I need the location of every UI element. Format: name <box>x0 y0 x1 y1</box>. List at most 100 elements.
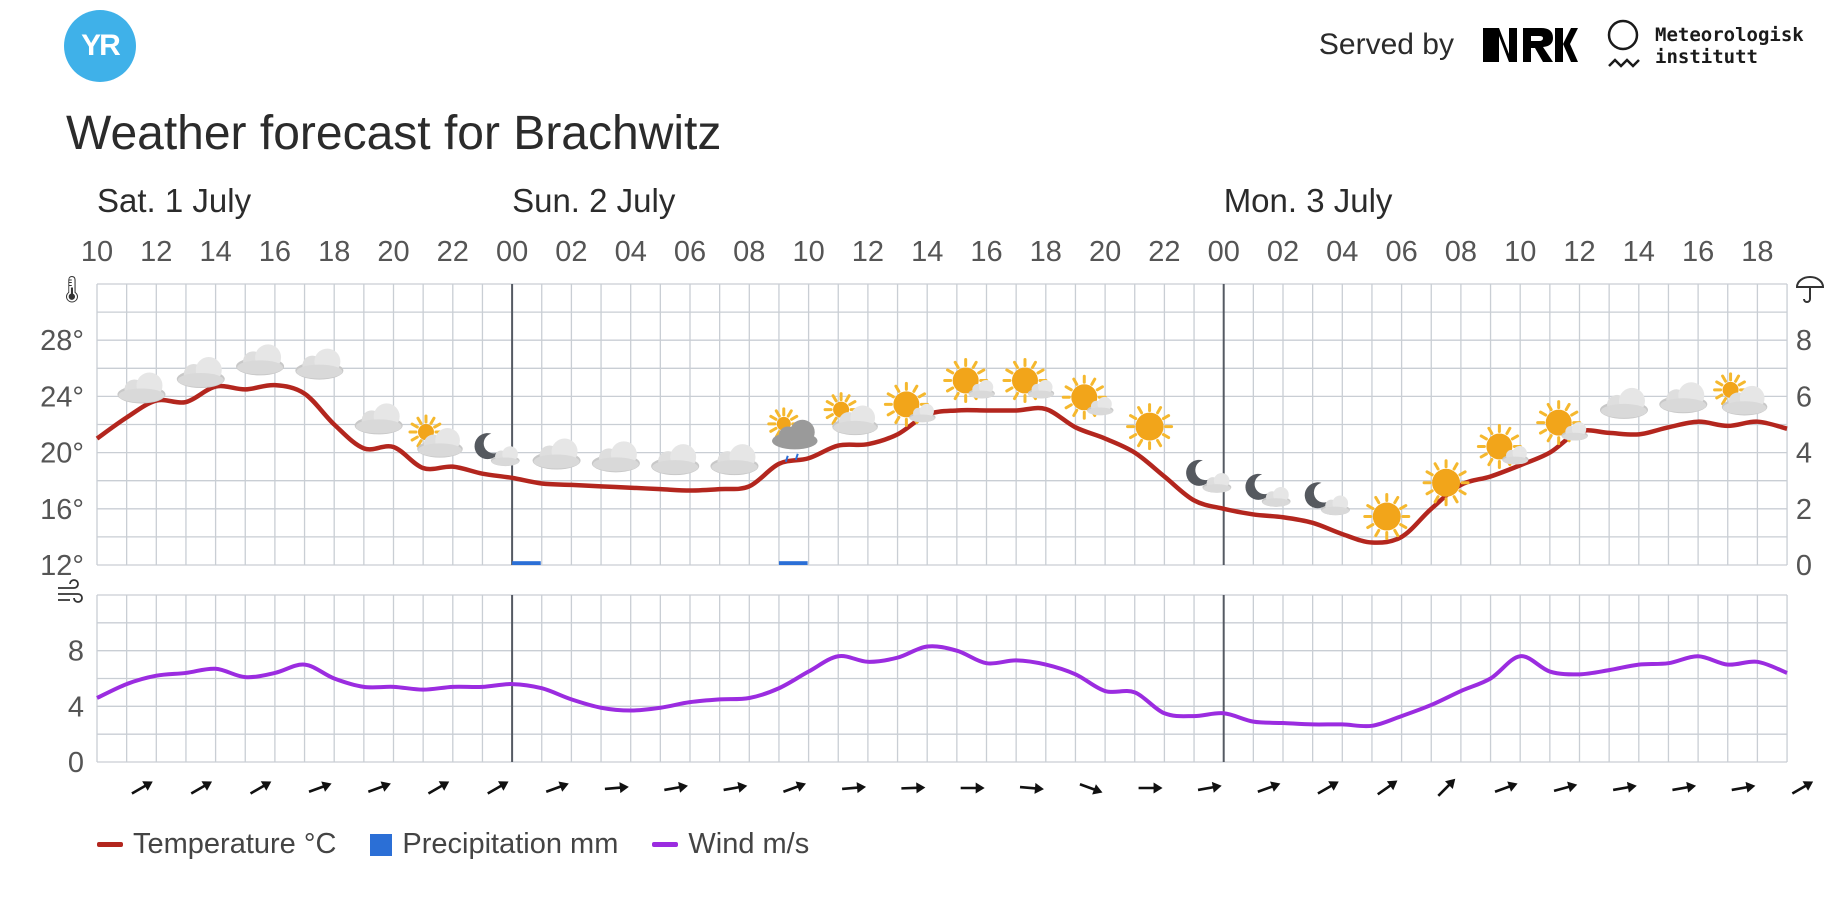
small-cloud-icon <box>1502 446 1529 465</box>
wind-direction-arrow <box>960 782 985 794</box>
hour-tick-label: 16 <box>259 236 291 268</box>
wind-line <box>96 644 1788 729</box>
wind-direction-arrow <box>1672 781 1697 793</box>
hour-tick-label: 02 <box>555 236 587 268</box>
partly-cloudy-night-icon <box>1304 482 1330 509</box>
wind-direction-arrow <box>1437 778 1456 797</box>
clear-sky-icon <box>1422 459 1470 507</box>
wind-direction-arrow <box>1612 781 1637 793</box>
wind-direction-arrow <box>842 782 867 794</box>
hour-tick-label: 20 <box>1089 236 1121 268</box>
clear-sky-icon <box>1363 493 1411 541</box>
temperature-tick-label: 20° <box>40 438 84 470</box>
precipitation-bar <box>778 561 808 565</box>
precipitation-tick-label: 4 <box>1796 438 1812 470</box>
wind-direction-arrow <box>427 781 450 795</box>
cloudy-icon <box>295 348 344 380</box>
wind-direction-arrow <box>190 781 213 795</box>
small-cloud-icon <box>490 446 520 467</box>
wind-direction-arrow <box>1019 782 1044 794</box>
wind-direction-arrow <box>1197 781 1222 793</box>
rain-cloud-icon <box>771 419 818 450</box>
precipitation-tick-label: 2 <box>1796 494 1812 526</box>
wind-direction-arrow <box>249 781 272 795</box>
temperature-tick-label: 12° <box>40 550 84 582</box>
wind-direction-arrow <box>1079 783 1103 795</box>
day-label: Mon. 3 July <box>1224 182 1393 219</box>
small-cloud-icon <box>909 403 936 423</box>
precipitation-tick-label: 0 <box>1796 550 1812 582</box>
small-cloud-icon <box>1261 487 1291 507</box>
cloudy-icon <box>532 438 581 470</box>
wind-direction-arrow <box>1138 782 1163 794</box>
cloud-icon <box>1721 385 1768 416</box>
yr-logo[interactable]: YR <box>64 10 136 82</box>
hour-tick-label: 18 <box>1030 236 1062 268</box>
cloudy-icon <box>651 444 700 476</box>
hour-tick-label: 12 <box>1563 236 1595 268</box>
day-label: Sun. 2 July <box>512 182 676 219</box>
hour-tick-label: 04 <box>1326 236 1358 268</box>
hour-tick-label: 12 <box>140 236 172 268</box>
hour-tick-label: 14 <box>199 236 231 268</box>
wind-direction-arrow <box>1257 781 1281 793</box>
wind-tick-label: 8 <box>68 636 84 668</box>
hour-tick-label: 16 <box>970 236 1002 268</box>
nrk-logo[interactable] <box>1483 26 1578 64</box>
clear-sky-icon <box>1126 403 1174 451</box>
yr-logo-text: YR <box>81 29 121 62</box>
hour-tick-label: 04 <box>615 236 647 268</box>
partly-cloudy-night-icon <box>474 433 500 460</box>
legend-temperature[interactable]: Temperature °C <box>97 828 336 861</box>
forecast-chart: Sat. 1 July Sun. 2 July Mon. 3 July 10 12 14 1… <box>40 182 1825 797</box>
cloudy-icon <box>591 441 640 473</box>
met-logo-icon <box>1607 19 1640 68</box>
small-cloud-icon <box>1087 396 1114 416</box>
legend-wind-label: Wind m/s <box>688 828 810 860</box>
wind-direction-arrow <box>1377 780 1398 796</box>
light-rain-showers-icon <box>767 407 801 463</box>
legend-wind[interactable]: Wind m/s <box>652 828 809 861</box>
wind-direction-arrow <box>1731 781 1756 793</box>
small-cloud-icon <box>1561 422 1588 441</box>
hour-tick-label: 02 <box>1267 236 1299 268</box>
met-line2: institutt <box>1655 46 1758 68</box>
wind-direction-arrow <box>604 782 629 794</box>
small-cloud-icon <box>1202 472 1232 493</box>
small-cloud-icon <box>1321 495 1350 516</box>
day-label: Sat. 1 July <box>97 182 252 219</box>
hour-tick-label: 12 <box>852 236 884 268</box>
legend-wind-swatch <box>652 842 679 847</box>
served-by-label: Served by <box>1318 28 1454 61</box>
hour-tick-label: 18 <box>1741 236 1773 268</box>
wind-direction-arrow <box>782 781 806 793</box>
wind-direction-arrow <box>1791 781 1814 795</box>
wind-direction-arrow <box>487 781 509 795</box>
wind-direction-arrow <box>1494 781 1518 793</box>
cloud-icon <box>417 428 463 458</box>
legend-precipitation[interactable]: Precipitation mm <box>370 828 618 861</box>
hour-tick-label: 08 <box>1445 236 1477 268</box>
hour-tick-label: 14 <box>1623 236 1655 268</box>
hour-tick-label: 22 <box>1148 236 1180 268</box>
thermometer-icon: 🌡 <box>55 274 88 304</box>
temperature-tick-label: 16° <box>40 494 84 526</box>
wind-tick-label: 0 <box>68 747 84 779</box>
wind-direction-arrow <box>308 781 332 793</box>
hour-tick-label: 10 <box>792 236 824 268</box>
hour-tick-label: 10 <box>81 236 113 268</box>
hour-tick-label: 20 <box>377 236 409 268</box>
hour-tick-label: 06 <box>1385 236 1417 268</box>
cloudy-icon <box>1659 382 1708 414</box>
temperature-line <box>95 382 1788 545</box>
wind-direction-arrow <box>367 781 391 793</box>
legend-temperature-label: Temperature °C <box>133 828 337 860</box>
met-institute-logo[interactable]: Meteorologisk institutt <box>1605 18 1830 78</box>
wind-direction-arrow <box>723 781 748 793</box>
legend-precipitation-swatch <box>370 833 393 856</box>
cloud-icon <box>832 405 878 436</box>
hour-tick-label: 00 <box>496 236 528 268</box>
met-line1: Meteorologisk <box>1655 24 1804 46</box>
cloudy-icon <box>117 372 166 404</box>
wind-direction-arrow <box>901 782 926 794</box>
